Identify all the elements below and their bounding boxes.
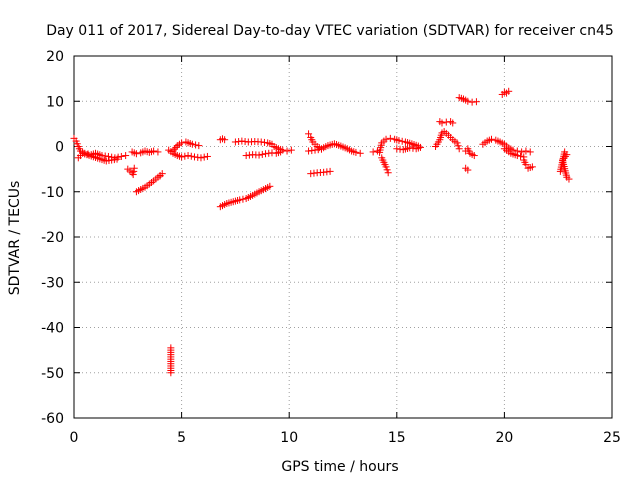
data-point	[517, 152, 525, 160]
data-point	[150, 147, 158, 155]
data-point	[203, 152, 211, 160]
y-tick-label: -20	[41, 230, 64, 246]
x-tick-label: 5	[177, 430, 186, 446]
data-point	[513, 152, 521, 160]
y-axis-label: SDTVAR / TECUs	[7, 181, 23, 296]
grid-layer	[74, 56, 612, 418]
data-point	[356, 149, 364, 157]
data-point	[104, 152, 112, 160]
data-point	[117, 152, 125, 160]
data-point	[239, 195, 247, 203]
data-point	[236, 196, 244, 204]
data-point	[518, 148, 526, 156]
data-point	[526, 148, 534, 156]
data-point	[326, 167, 334, 175]
data-point	[181, 152, 189, 160]
data-point	[472, 98, 480, 106]
data-point	[178, 139, 186, 147]
data-point	[167, 369, 175, 377]
data-point	[283, 147, 291, 155]
data-point	[192, 141, 200, 149]
data-point	[395, 137, 403, 145]
data-point	[382, 135, 390, 143]
data-point	[522, 147, 530, 155]
data-point	[195, 142, 203, 150]
data-point	[382, 163, 390, 171]
data-point	[128, 169, 136, 177]
chart-title: Day 011 of 2017, Sidereal Day-to-day VTE…	[46, 23, 614, 39]
data-point	[277, 148, 285, 156]
data-point	[258, 150, 266, 158]
y-tick-label: -50	[41, 366, 64, 382]
data-point	[317, 145, 325, 153]
data-point	[352, 148, 360, 156]
data-point	[560, 154, 568, 162]
data-point	[454, 142, 462, 150]
data-point	[113, 155, 121, 163]
data-point	[453, 139, 461, 147]
data-point	[386, 134, 394, 142]
data-point	[156, 172, 164, 180]
data-point	[528, 163, 536, 171]
data-point	[197, 154, 205, 162]
data-point	[305, 130, 313, 138]
data-point	[464, 97, 472, 105]
data-point	[184, 152, 192, 160]
axes-layer: 0 5 10 15 20 25 20 10 0 -10 -20 -30 -40 -50 -60	[41, 49, 621, 446]
data-point	[221, 136, 229, 144]
x-tick-label: 15	[388, 430, 406, 446]
data-point	[369, 148, 377, 156]
y-tick-label: -30	[41, 275, 64, 291]
x-axis-label: GPS time / hours	[281, 459, 398, 475]
y-tick-label: 20	[46, 49, 64, 65]
data-point	[266, 182, 274, 190]
y-tick-label: 0	[55, 140, 64, 156]
data-point	[178, 153, 186, 161]
x-tick-label: 10	[280, 430, 298, 446]
y-tick-label: -60	[41, 411, 64, 427]
data-point	[449, 119, 457, 127]
y-tick-label: 10	[46, 94, 64, 110]
data-point	[455, 145, 463, 153]
data-point	[561, 152, 569, 160]
data-point	[470, 152, 478, 160]
data-point	[169, 147, 177, 155]
data-point	[487, 135, 495, 143]
y-tick-label: -10	[41, 185, 64, 201]
data-point	[188, 140, 196, 148]
data-point	[154, 148, 162, 156]
data-point	[187, 152, 195, 160]
data-point	[416, 143, 424, 151]
points-layer	[70, 87, 573, 377]
data-point	[384, 169, 392, 177]
data-point	[122, 152, 130, 160]
data-point	[255, 151, 263, 159]
data-point	[505, 87, 513, 95]
data-point	[132, 150, 140, 158]
data-point	[565, 175, 573, 183]
x-tick-label: 0	[70, 430, 79, 446]
data-point	[383, 166, 391, 174]
data-point	[438, 119, 446, 127]
data-point	[398, 137, 406, 145]
data-point	[129, 171, 137, 179]
plot-frame	[73, 55, 613, 419]
x-tick-label: 25	[603, 430, 621, 446]
data-point	[464, 166, 472, 174]
data-point	[130, 167, 138, 175]
data-point	[522, 161, 530, 169]
data-point	[130, 164, 138, 172]
y-tick-label: -40	[41, 321, 64, 337]
data-point	[170, 145, 178, 153]
data-point	[200, 153, 208, 161]
data-point	[172, 143, 180, 151]
data-point	[287, 146, 295, 154]
data-point	[563, 151, 571, 159]
x-tick-label: 20	[495, 430, 513, 446]
